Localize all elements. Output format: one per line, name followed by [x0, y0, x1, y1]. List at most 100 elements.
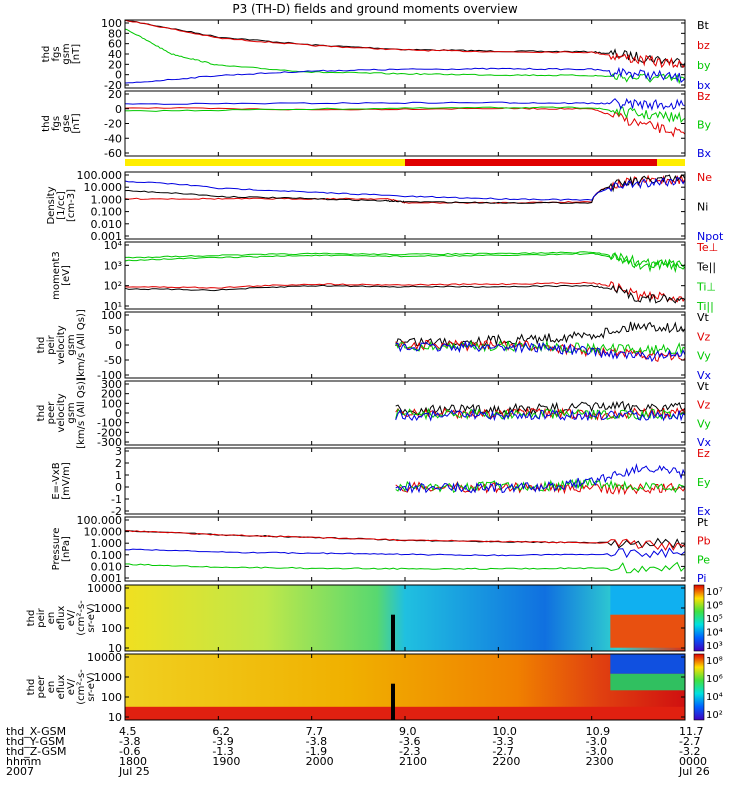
panel-temperature: 10⁴ 10³ 10² 10¹ moment3 [eV] Te⊥ Te|| Ti⊥ Ti||: [51, 239, 718, 313]
y-tick-label: 10⁴: [104, 239, 123, 252]
legend-Pt: Pt: [697, 516, 709, 529]
footer-value: 2300: [585, 755, 614, 768]
y-axis-label: peer: [36, 675, 47, 699]
y-axis-label: velocity: [56, 325, 67, 364]
y-tick-label: 10: [108, 711, 122, 724]
series-Npot: [124, 176, 686, 201]
y-tick-label: 1: [115, 469, 122, 482]
legend-Vt: Vt: [697, 380, 710, 393]
panel-peer_spec: 10⁸ 10⁶ 10⁴ 10² 10000 1000 100 10 thd peer en eflux…: [26, 651, 723, 724]
y-axis-label: thd: [26, 610, 37, 627]
y-tick-label: 50: [108, 324, 122, 337]
y-tick-label: 100: [101, 17, 122, 30]
panel-frame: [124, 90, 686, 157]
footer-value: 2200: [492, 755, 521, 768]
y-tick-label: -60: [104, 147, 122, 160]
series-Ti⊥: [124, 251, 686, 269]
y-axis-label: gsm: [66, 402, 77, 423]
series-Te||: [124, 284, 686, 304]
colorbar-tick-label: 10³: [706, 641, 723, 652]
series-Bx: [124, 97, 686, 112]
y-tick-label: 200: [101, 388, 122, 401]
y-axis-label: gsm: [66, 334, 77, 355]
footer-value: -1.9: [305, 745, 328, 758]
legend-Ti||: Ti||: [696, 300, 714, 313]
colorbar: [693, 584, 705, 652]
y-tick-label: 1000: [94, 671, 122, 684]
y-axis-label: peir: [36, 607, 47, 627]
y-tick-label: 10³: [104, 259, 122, 272]
panel-fgs_gse: 20 0 -20-40 -60 thd fgs gse [nT] Bz By Bx: [41, 88, 712, 160]
legend-Vt: Vt: [697, 311, 710, 324]
colorbar-tick-label: 10⁸: [706, 656, 723, 667]
y-axis-label: (cm²-s-: [76, 669, 87, 705]
y-tick-label: 3: [115, 445, 122, 458]
y-axis-label: thd: [36, 337, 47, 354]
spectrogram-band: [610, 585, 685, 615]
footer-value: -3.3: [492, 735, 514, 748]
y-axis-label: peir: [46, 334, 57, 354]
y-tick-label: 20: [108, 58, 122, 71]
y-tick-label: 1.000: [91, 193, 123, 206]
legend-Vy: Vy: [697, 350, 711, 363]
footer-value: -3.0: [585, 735, 608, 748]
y-tick-label: -2: [111, 505, 122, 518]
y-axis-label: E=-VxB: [51, 462, 62, 499]
legend-By: By: [697, 119, 712, 132]
spectrogram-band: [610, 614, 685, 648]
footer-value: 11.7: [679, 725, 704, 738]
y-axis-label: fgs: [51, 46, 62, 61]
footer-value: -3.6: [399, 735, 421, 748]
colorbar-tick-label: 10²: [706, 710, 723, 721]
footer-value: -2.3: [399, 745, 421, 758]
y-tick-label: 1.000: [91, 537, 123, 550]
footer-value: 1900: [212, 755, 241, 768]
legend-Bx: Bx: [697, 147, 712, 160]
colorbar: [693, 653, 705, 721]
series-Bz: [124, 107, 686, 138]
y-tick-label: 10000: [87, 582, 122, 595]
footer-value: 7.7: [305, 725, 324, 738]
y-tick-label: 40: [108, 48, 122, 61]
footer-value: 0000: [679, 755, 707, 768]
series-Bt: [124, 19, 686, 68]
series-by: [124, 28, 686, 85]
y-axis-label: [nPa]: [61, 536, 72, 562]
footer-row-label: thd_Y-GSM: [6, 735, 65, 748]
colorbar-tick-label: 10⁴: [706, 692, 723, 703]
footer-value: 9.0: [399, 725, 417, 738]
y-tick-label: 20: [108, 88, 122, 101]
series-Te⊥: [124, 281, 686, 303]
y-tick-label: -200: [97, 426, 122, 439]
y-axis-label: [mV/m]: [61, 462, 72, 500]
y-axis-label: Density: [46, 186, 57, 224]
y-axis-label: fgs: [51, 116, 62, 131]
data-gap: [391, 683, 395, 720]
y-tick-label: 300: [101, 378, 122, 391]
y-tick-label: 2: [115, 457, 122, 470]
legend-Pi: Pi: [697, 572, 706, 585]
footer-value: 10.9: [585, 725, 611, 738]
colorbar-tick-label: 10⁶: [706, 601, 723, 612]
y-tick-label: 0.010: [91, 218, 123, 231]
y-tick-label: 10.000: [84, 181, 123, 194]
footer-row-label: thd_X-GSM: [6, 725, 67, 738]
legend-Vy: Vy: [697, 417, 711, 430]
footer-value: -2.7: [679, 735, 701, 748]
footer-value: -3.0: [585, 745, 608, 758]
series-Vx: [395, 408, 686, 422]
y-tick-label: 0: [115, 69, 122, 82]
y-tick-label: -20: [104, 118, 122, 131]
footer-value: -3.8: [305, 735, 328, 748]
legend-Vx: Vx: [697, 436, 712, 449]
y-axis-label: [cm-3]: [66, 189, 77, 222]
y-axis-label: moment3: [51, 251, 62, 299]
y-tick-label: -300: [97, 436, 122, 449]
mode-bar-slow: [657, 159, 685, 166]
series-Pt: [124, 530, 686, 549]
